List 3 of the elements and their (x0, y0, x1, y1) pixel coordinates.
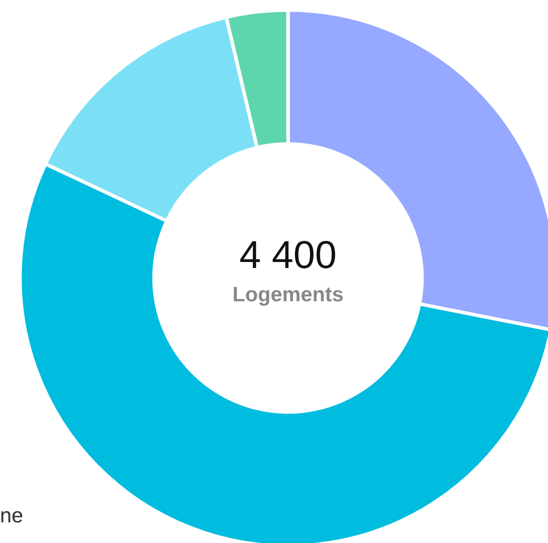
text: 4 400 (240, 240, 336, 268)
text: Logements (234, 286, 343, 306)
text: ne (1, 511, 22, 523)
